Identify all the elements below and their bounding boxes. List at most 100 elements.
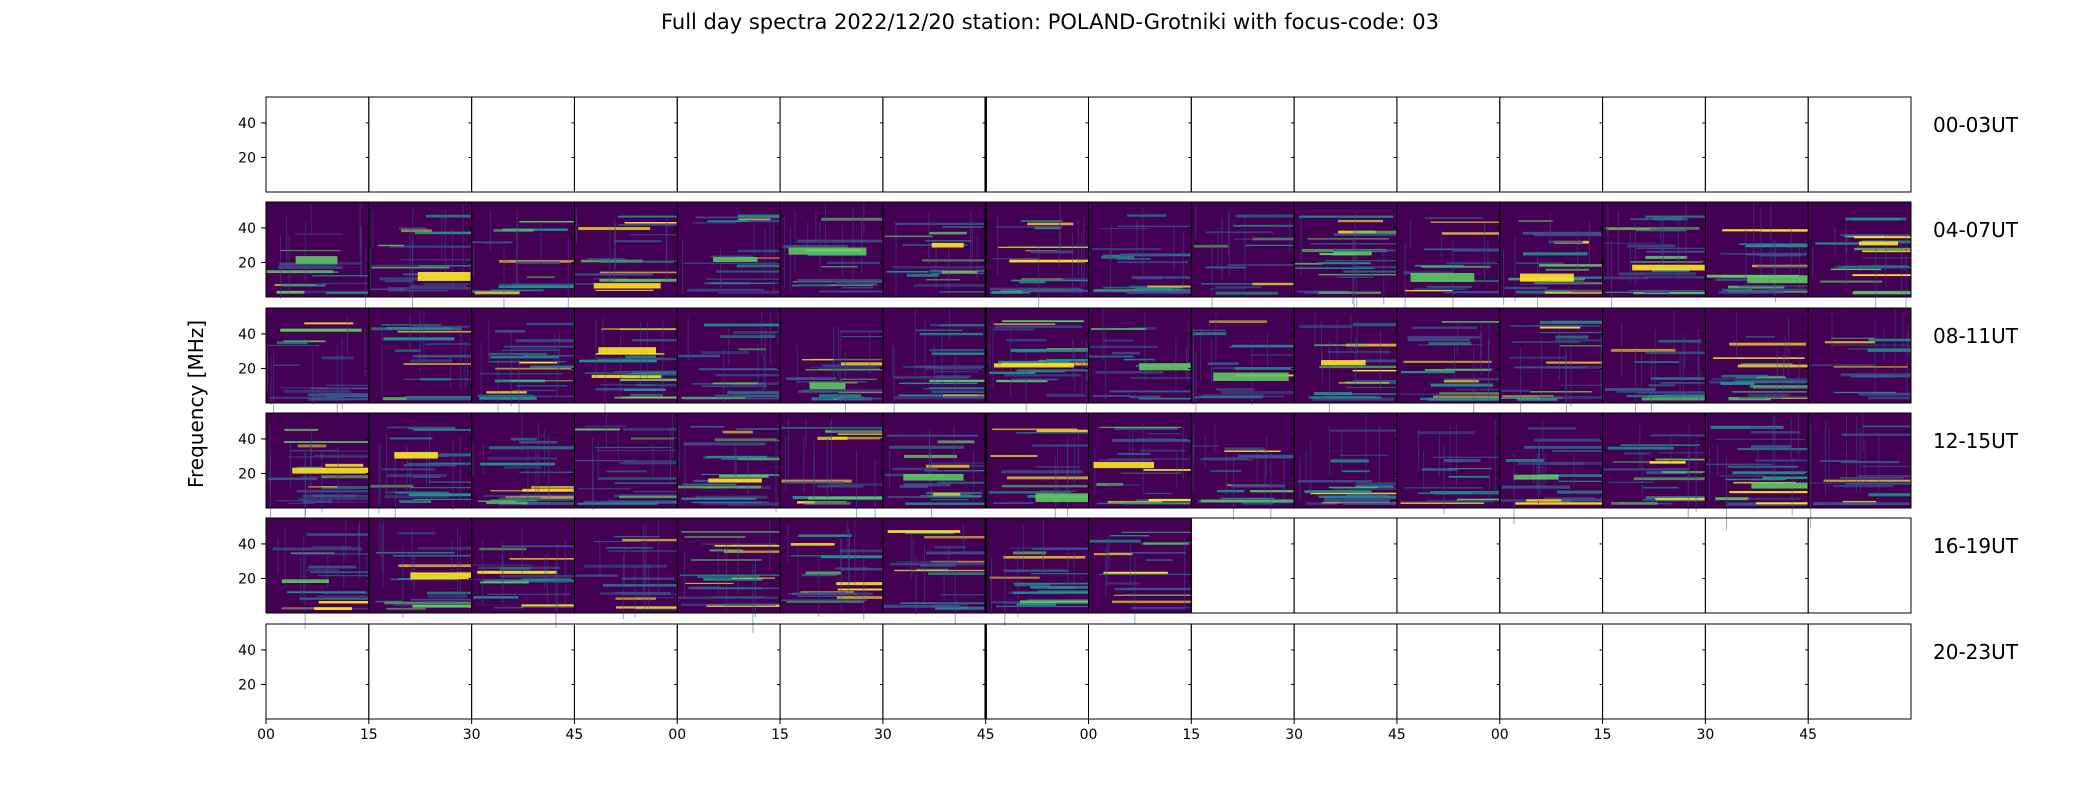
spectral-burst <box>535 448 537 499</box>
spectral-line <box>1220 390 1295 395</box>
spectral-line <box>381 468 436 471</box>
spectral-burst <box>503 248 505 319</box>
spectral-line <box>387 287 472 290</box>
spectral-line <box>1541 397 1603 400</box>
spectral-burst <box>364 326 366 378</box>
spectral-line <box>493 606 523 609</box>
spectral-burst <box>1054 454 1056 522</box>
spectral-line <box>1046 393 1086 397</box>
spectral-line <box>1002 320 1084 323</box>
spectral-line <box>1748 393 1789 397</box>
spectral-line <box>1444 378 1500 381</box>
spectral-line <box>810 366 879 368</box>
spectral-line <box>929 349 986 352</box>
spectral-burst <box>1086 347 1088 383</box>
spectral-line <box>929 323 986 327</box>
spectral-line <box>1003 555 1086 559</box>
spectral-line <box>1350 230 1397 234</box>
spectral-burst <box>270 354 272 405</box>
spectral-line <box>1855 374 1895 378</box>
spectral-burst <box>1336 319 1338 364</box>
spectral-line <box>1430 221 1500 223</box>
spectral-line <box>1106 582 1141 585</box>
spectral-burst <box>818 552 820 617</box>
spectral-line <box>308 486 338 488</box>
spectral-line <box>786 481 844 484</box>
panel-frame <box>1190 623 1295 720</box>
spectral-line <box>493 229 534 232</box>
spectral-burst <box>1695 440 1697 512</box>
spectral-burst <box>1776 347 1778 387</box>
spectral-burst <box>360 225 362 280</box>
spectral-line <box>414 231 472 235</box>
spectral-line <box>706 278 781 281</box>
spectral-burst <box>423 311 425 369</box>
spectral-burst <box>837 325 839 399</box>
spectra-row: 20 40 00-03UT <box>238 96 2019 193</box>
spectral-burst <box>1214 423 1216 455</box>
bright-band <box>1519 273 1574 282</box>
bright-band <box>1410 273 1475 282</box>
spectral-line <box>1313 392 1353 396</box>
spectral-line <box>510 437 537 441</box>
panel-frame <box>1293 623 1398 720</box>
spectral-burst <box>1757 443 1759 487</box>
spectral-line <box>925 240 972 242</box>
panel-frame <box>1602 96 1706 193</box>
spectral-line <box>1122 594 1192 596</box>
spectral-burst <box>777 312 779 344</box>
y-axis-label: Frequency [MHz] <box>184 319 208 489</box>
spectral-line <box>1341 470 1370 473</box>
spectral-line <box>1297 480 1372 483</box>
spectral-burst <box>1905 235 1907 308</box>
spectral-line <box>370 484 414 488</box>
spectral-burst <box>805 418 807 450</box>
spectral-line <box>1103 571 1168 574</box>
panel-frame <box>1088 96 1192 193</box>
spectral-line <box>786 600 865 603</box>
spectral-line <box>584 372 669 375</box>
spectral-burst <box>347 315 349 356</box>
spectral-line <box>1715 278 1756 282</box>
spectral-line <box>1027 599 1089 601</box>
spectral-line <box>473 596 519 599</box>
spectral-burst <box>930 451 932 518</box>
spectral-line <box>1107 458 1192 460</box>
spectral-line <box>601 328 676 330</box>
spectral-burst <box>672 413 674 458</box>
spectral-line <box>933 602 968 606</box>
spectral-burst <box>1418 429 1420 472</box>
spectral-line <box>522 606 575 608</box>
spectral-burst <box>622 554 624 620</box>
spectral-line <box>1030 573 1089 575</box>
spectral-line <box>905 502 986 505</box>
spectral-line <box>295 233 343 235</box>
spectral-line <box>686 289 719 292</box>
spectral-burst <box>413 551 415 591</box>
spectral-line <box>398 564 472 568</box>
spectral-line <box>1510 325 1601 327</box>
spectral-burst <box>609 224 611 289</box>
spectral-line <box>276 290 305 294</box>
spectral-line <box>1439 392 1500 395</box>
spectral-line <box>272 547 362 551</box>
spectral-line <box>1140 449 1186 452</box>
spectral-burst <box>409 228 411 298</box>
spectral-burst <box>854 520 856 586</box>
spectral-burst <box>1558 328 1560 382</box>
spectral-line <box>906 273 939 277</box>
spectral-line <box>425 342 472 346</box>
spectral-line <box>1328 486 1379 489</box>
spectral-line <box>310 387 369 390</box>
spectral-line <box>529 365 575 368</box>
spectral-line <box>926 366 986 370</box>
spectral-line <box>726 397 781 400</box>
spectral-line <box>1750 445 1792 448</box>
spectral-line <box>722 430 753 434</box>
bright-band <box>410 572 474 580</box>
spectral-burst <box>312 348 314 405</box>
spectral-line <box>707 220 749 222</box>
spectral-line <box>1544 289 1603 292</box>
spectral-burst <box>789 226 791 293</box>
